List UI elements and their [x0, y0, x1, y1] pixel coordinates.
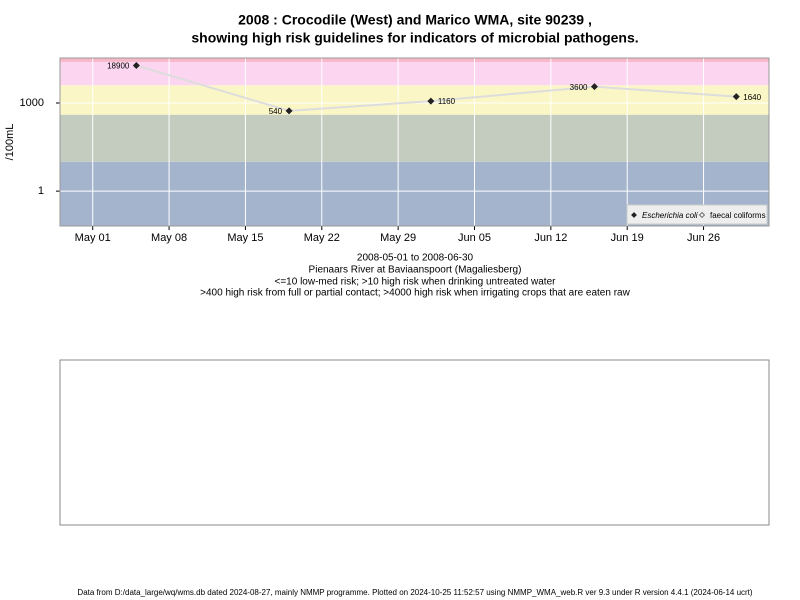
- data-label: 540: [269, 107, 283, 116]
- x-tick-label: Jun 19: [611, 232, 644, 244]
- y-axis-label: /100mL: [4, 124, 16, 161]
- data-point: [732, 93, 740, 101]
- data-point: [285, 107, 293, 115]
- risk-band: [60, 85, 769, 115]
- data-label: 18900: [107, 62, 130, 71]
- chart-title: 2008 : Crocodile (West) and Marico WMA, …: [238, 12, 592, 28]
- caption: <=10 low-med risk; >10 high risk when dr…: [275, 277, 557, 288]
- risk-band: [60, 114, 769, 162]
- x-tick-label: May 15: [227, 232, 263, 244]
- plot-area: 1 1000 May 01 May 08 May 15 May 22 May 29 Jun 0…: [20, 57, 770, 244]
- x-tick-label: May 08: [151, 232, 187, 244]
- empty-panel: [59, 359, 770, 526]
- x-tick-label: Jun 12: [534, 232, 567, 244]
- data-point: [590, 83, 598, 91]
- plot-frame: [59, 57, 770, 227]
- y-tick-label: 1: [38, 185, 44, 197]
- y-tick-label: 1000: [20, 97, 44, 109]
- chart-title: showing high risk guidelines for indicat…: [191, 30, 638, 46]
- legend-label: faecal coliforms: [710, 211, 766, 220]
- risk-band: [60, 61, 769, 86]
- data-point: [132, 61, 140, 69]
- caption: >400 high risk from full or partial cont…: [200, 288, 630, 299]
- legend: Escherichia coli faecal coliforms: [626, 204, 768, 225]
- footer: Data from D:/data_large/wq/wms.db dated …: [77, 588, 752, 597]
- data-label: 1640: [743, 93, 761, 102]
- caption: 2008-05-01 to 2008-06-30: [357, 253, 474, 264]
- legend-label: Escherichia coli: [642, 211, 698, 220]
- legend-symbol: [631, 212, 637, 218]
- x-tick-label: May 29: [380, 232, 416, 244]
- data-label: 1160: [438, 97, 456, 106]
- x-tick-label: May 01: [75, 232, 111, 244]
- x-tick-label: May 22: [304, 232, 340, 244]
- data-label: 3600: [570, 83, 588, 92]
- x-tick-label: Jun 05: [458, 232, 491, 244]
- legend-symbol: [699, 212, 705, 218]
- caption: Pienaars River at Baviaanspoort (Magalie…: [309, 265, 522, 276]
- x-tick-label: Jun 26: [687, 232, 720, 244]
- risk-band: [60, 58, 769, 62]
- data-point: [427, 97, 435, 105]
- legend-box: [626, 204, 768, 225]
